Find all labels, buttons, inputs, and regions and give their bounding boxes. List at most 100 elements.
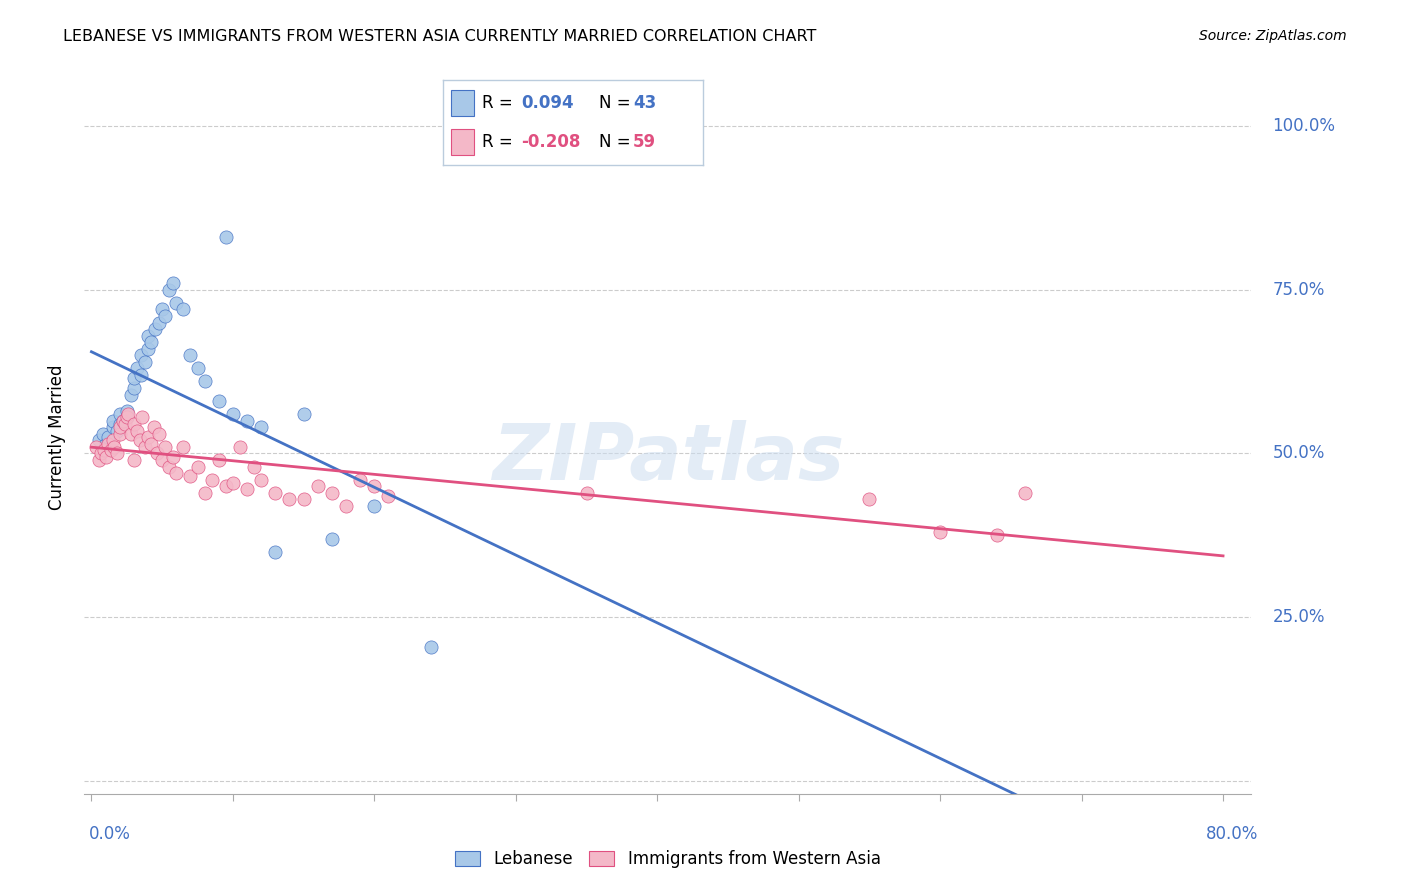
Text: -0.208: -0.208 (520, 133, 581, 151)
Text: 25.0%: 25.0% (1272, 608, 1324, 626)
Point (114, 417, 136, 431)
Point (194, 375, 217, 389)
Point (111, 414, 134, 428)
Point (145, 446, 167, 460)
Point (222, 407, 245, 421)
Bar (451, 90, 474, 116)
Point (321, 485, 343, 500)
Point (292, 407, 315, 421)
Point (575, 485, 598, 500)
Point (208, 394, 231, 409)
Point (929, 524, 952, 539)
Point (236, 414, 259, 428)
Point (134, 440, 156, 454)
Point (129, 368, 152, 382)
Text: 0.094: 0.094 (520, 95, 574, 112)
Point (129, 348, 152, 362)
Point (84, 440, 107, 454)
Point (115, 410, 138, 425)
Text: 50.0%: 50.0% (1272, 444, 1324, 462)
Point (108, 420, 131, 434)
Point (264, 544, 287, 558)
Point (101, 434, 124, 448)
Text: 59: 59 (633, 133, 655, 151)
Point (335, 499, 357, 513)
Point (278, 492, 301, 507)
Point (172, 302, 194, 317)
Legend: Lebanese, Immigrants from Western Asia: Lebanese, Immigrants from Western Asia (449, 844, 887, 875)
Point (349, 473, 371, 487)
Y-axis label: Currently Married: Currently Married (48, 364, 66, 510)
Point (105, 424, 128, 438)
Text: N =: N = (599, 95, 630, 112)
Point (858, 492, 880, 507)
Text: R =: R = (482, 133, 513, 151)
Point (1014, 485, 1036, 500)
Point (208, 453, 231, 467)
Point (162, 277, 184, 291)
Point (122, 371, 145, 385)
Text: N =: N = (599, 133, 630, 151)
Point (986, 528, 1008, 542)
Point (179, 469, 201, 483)
Point (108, 426, 131, 441)
Point (264, 485, 287, 500)
Point (148, 426, 170, 441)
Point (115, 410, 138, 425)
Text: 100.0%: 100.0% (1272, 117, 1336, 135)
Point (150, 453, 173, 467)
Point (139, 335, 162, 350)
Text: R =: R = (482, 95, 513, 112)
Point (136, 342, 159, 356)
Point (94, 436, 117, 450)
Point (172, 440, 194, 454)
Point (292, 492, 315, 507)
Point (128, 434, 150, 448)
Point (122, 453, 145, 467)
Point (143, 322, 166, 336)
Point (142, 420, 165, 434)
Point (97, 436, 120, 450)
Point (87, 434, 110, 448)
Point (162, 450, 184, 464)
Text: 80.0%: 80.0% (1206, 825, 1258, 843)
Point (165, 296, 187, 310)
Text: LEBANESE VS IMMIGRANTS FROM WESTERN ASIA CURRENTLY MARRIED CORRELATION CHART: LEBANESE VS IMMIGRANTS FROM WESTERN ASIA… (63, 29, 817, 44)
Point (236, 483, 259, 497)
Point (108, 417, 131, 431)
Point (194, 485, 217, 500)
Point (153, 440, 176, 454)
Point (120, 387, 142, 401)
Point (94, 450, 117, 464)
Point (215, 479, 238, 493)
Point (201, 473, 224, 487)
Point (103, 440, 125, 454)
Point (222, 475, 245, 490)
Text: 0.0%: 0.0% (89, 825, 131, 843)
Point (150, 302, 173, 317)
Point (91, 426, 114, 441)
Point (122, 417, 145, 431)
Point (136, 430, 159, 444)
Text: 75.0%: 75.0% (1272, 281, 1324, 299)
Point (134, 355, 156, 369)
Point (165, 466, 187, 480)
Point (215, 230, 238, 244)
Point (125, 424, 148, 438)
Point (117, 407, 139, 421)
Point (122, 381, 145, 395)
Point (120, 426, 142, 441)
Point (157, 283, 180, 297)
Point (321, 532, 343, 546)
Point (148, 316, 170, 330)
Point (108, 407, 131, 421)
Point (179, 348, 201, 362)
Point (307, 479, 329, 493)
Point (250, 420, 273, 434)
Bar (451, 129, 474, 155)
Point (125, 361, 148, 376)
Point (90, 446, 112, 460)
Point (139, 436, 162, 450)
Point (377, 489, 399, 503)
Point (186, 459, 208, 474)
